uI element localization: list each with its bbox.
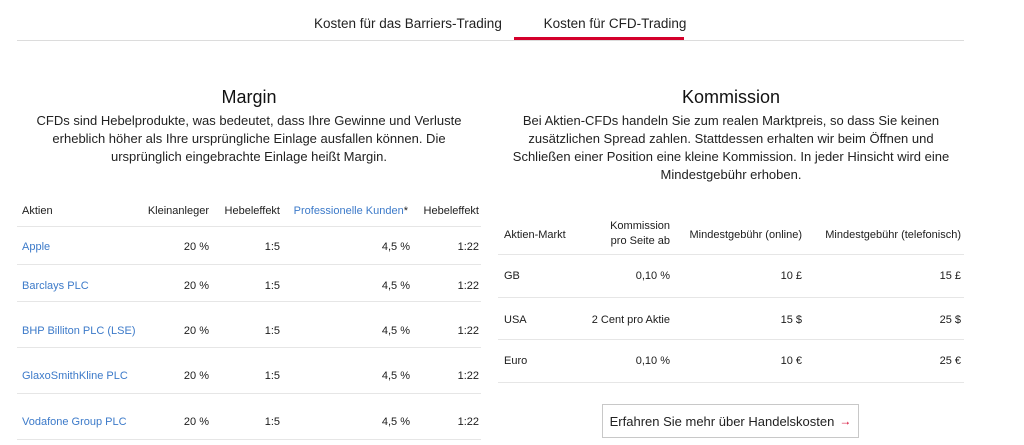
stock-link[interactable]: GlaxoSmithKline PLC	[22, 370, 128, 382]
margin-title: Margin	[221, 87, 277, 107]
table-row: USA 2 Cent pro Aktie 15 $ 25 $	[498, 298, 964, 340]
margin-description: CFDs sind Hebelprodukte, was bedeutet, d…	[36, 113, 462, 164]
tab-cfd-trading[interactable]: Kosten für CFD-Trading	[543, 16, 687, 31]
min-fee-phone: 25 €	[939, 355, 961, 367]
commission-description: Bei Aktien-CFDs handeln Sie zum realen M…	[512, 113, 950, 182]
table-row: Euro 0,10 % 10 € 25 €	[498, 340, 964, 383]
commission-table: Aktien-Markt Kommission pro Seite ab Min…	[498, 212, 964, 383]
retail-leverage: 1:5	[264, 325, 280, 337]
margin-table: Aktien Kleinanleger Hebeleffekt Professi…	[17, 196, 481, 440]
retail-leverage: 1:5	[264, 370, 280, 382]
col-aktien-markt: Aktien-Markt	[504, 229, 566, 241]
market-name: USA	[504, 314, 527, 326]
min-fee-online: 10 €	[780, 355, 802, 367]
col-kommission: Kommission	[610, 220, 670, 232]
retail-margin: 20 %	[183, 241, 209, 253]
min-fee-phone: 25 $	[939, 314, 961, 326]
col-mindestgebuehr-online: Mindestgebühr (online)	[689, 229, 802, 241]
pro-margin: 4,5 %	[381, 416, 410, 428]
retail-margin: 20 %	[183, 416, 209, 428]
pro-margin: 4,5 %	[381, 325, 410, 337]
pro-leverage: 1:22	[457, 280, 479, 292]
margin-table-header: Aktien Kleinanleger Hebeleffekt Professi…	[17, 196, 481, 227]
table-row: Vodafone Group PLC 20 % 1:5 4,5 % 1:22	[17, 394, 481, 440]
pro-leverage: 1:22	[457, 241, 479, 253]
stock-link[interactable]: BHP Billiton PLC (LSE)	[22, 325, 136, 337]
commission-value: 2 Cent pro Aktie	[591, 314, 670, 326]
tab-barriers-trading[interactable]: Kosten für das Barriers-Trading	[314, 16, 502, 31]
col-kleinanleger: Kleinanleger	[147, 205, 209, 217]
retail-margin: 20 %	[183, 280, 209, 292]
min-fee-online: 15 $	[780, 314, 802, 326]
table-row: GB 0,10 % 10 £ 15 £	[498, 255, 964, 298]
retail-leverage: 1:5	[264, 280, 280, 292]
table-row: GlaxoSmithKline PLC 20 % 1:5 4,5 % 1:22	[17, 348, 481, 394]
col-mindestgebuehr-telefonisch: Mindestgebühr (telefonisch)	[825, 229, 961, 241]
pro-margin: 4,5 %	[381, 370, 410, 382]
min-fee-online: 10 £	[780, 270, 802, 282]
arrow-right-icon: →	[839, 414, 852, 428]
market-name: Euro	[504, 355, 528, 367]
stock-link[interactable]: Barclays PLC	[22, 280, 89, 292]
col-aktien: Aktien	[22, 205, 53, 217]
professionelle-kunden-link[interactable]: Professionelle Kunden	[293, 205, 404, 217]
pro-leverage: 1:22	[457, 370, 479, 382]
commission-title: Kommission	[681, 87, 781, 107]
retail-margin: 20 %	[183, 325, 209, 337]
retail-leverage: 1:5	[264, 241, 280, 253]
stock-link[interactable]: Apple	[22, 241, 51, 253]
col-pro-seite-ab: pro Seite ab	[610, 235, 670, 247]
active-tab-indicator	[514, 37, 684, 40]
pro-margin: 4,5 %	[381, 241, 410, 253]
col-professionelle-kunden: Professionelle Kunden*	[294, 205, 408, 217]
col-hebeleffekt: Hebeleffekt	[224, 205, 280, 217]
pro-leverage: 1:22	[457, 325, 479, 337]
retail-margin: 20 %	[183, 370, 209, 382]
learn-more-trading-costs-button[interactable]: Erfahren Sie mehr über Handelskosten →	[602, 404, 859, 438]
pro-margin: 4,5 %	[381, 280, 410, 292]
market-name: GB	[504, 270, 520, 282]
commission-table-header: Aktien-Markt Kommission pro Seite ab Min…	[498, 212, 964, 255]
commission-value: 0,10 %	[635, 355, 670, 367]
min-fee-phone: 15 £	[939, 270, 961, 282]
table-row: BHP Billiton PLC (LSE) 20 % 1:5 4,5 % 1:…	[17, 302, 481, 348]
table-row: Apple 20 % 1:5 4,5 % 1:22	[17, 227, 481, 265]
retail-leverage: 1:5	[264, 416, 280, 428]
footnote-marker: *	[403, 205, 408, 217]
col-hebeleffekt-pro: Hebeleffekt	[423, 205, 479, 217]
commission-value: 0,10 %	[635, 270, 670, 282]
tab-bar: Kosten für das Barriers-Trading Kosten f…	[17, 0, 964, 41]
pro-leverage: 1:22	[457, 416, 479, 428]
cta-label: Erfahren Sie mehr über Handelskosten	[609, 413, 835, 429]
table-row: Barclays PLC 20 % 1:5 4,5 % 1:22	[17, 265, 481, 302]
stock-link[interactable]: Vodafone Group PLC	[22, 416, 127, 428]
